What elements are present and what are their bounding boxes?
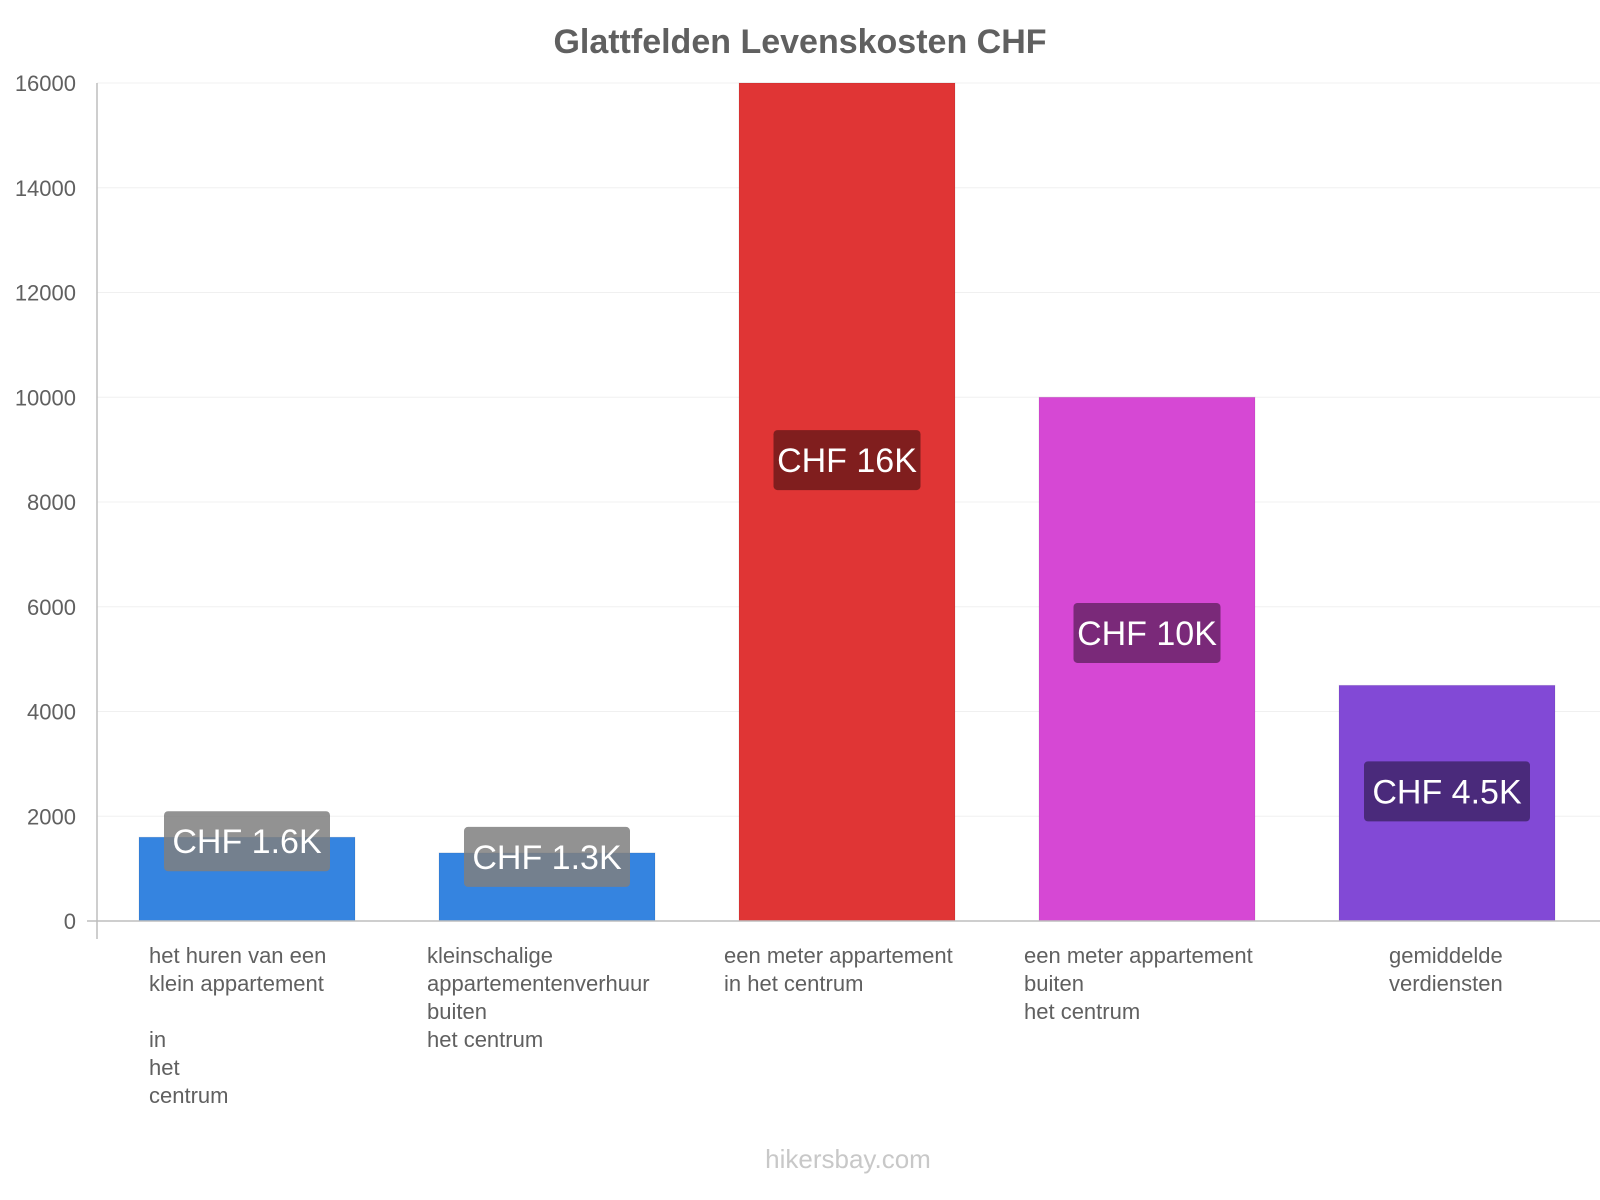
bar: [738, 82, 956, 922]
x-tick-label-line: een meter appartement: [724, 943, 953, 968]
data-label-background: [464, 826, 630, 887]
x-tick-label-line: buiten: [1024, 971, 1084, 996]
x-tick-label: kleinschalige appartementenverhuur buiten h…: [427, 943, 650, 1052]
x-tick-label-line: klein appartement: [149, 971, 324, 996]
x-tick-label-line: in: [149, 1027, 166, 1052]
data-label: CHF 1.6K: [172, 823, 322, 861]
data-label-background: [773, 430, 921, 491]
data-label: CHF 1.3K: [472, 839, 622, 877]
x-axis-labels: het huren van een klein appartement in het c…: [149, 943, 1503, 1108]
chart-title: Glattfelden Levenskosten CHF: [553, 23, 1046, 61]
x-tick-label-line: centrum: [149, 1083, 228, 1108]
x-tick-label: een meter appartement buiten het centrum: [1024, 943, 1253, 1024]
x-tick-label: gemiddelde verdiensten: [1389, 943, 1503, 996]
x-tick-label-line: verdiensten: [1389, 971, 1503, 996]
y-tick-label: 6000: [27, 595, 76, 620]
y-tick-label: 12000: [15, 281, 76, 306]
y-tick-label: 4000: [27, 700, 76, 725]
y-tick-label: 14000: [15, 176, 76, 201]
y-tick-label: 2000: [27, 804, 76, 829]
data-label: CHF 16K: [777, 442, 917, 480]
y-tick-label: 0: [64, 909, 76, 934]
x-tick-label-line: gemiddelde: [1389, 943, 1503, 968]
x-tick-label-line: het: [149, 1055, 180, 1080]
axes: [87, 83, 1600, 939]
data-label-background: [1073, 602, 1221, 663]
data-label-background: [164, 811, 330, 872]
x-tick-label-line: het centrum: [1024, 999, 1140, 1024]
y-tick-label: 10000: [15, 385, 76, 410]
y-tick-label: 16000: [15, 71, 76, 96]
x-tick-label-line: het huren van een: [149, 943, 326, 968]
x-tick-label: een meter appartement in het centrum: [724, 943, 953, 996]
x-tick-label-line: kleinschalige: [427, 943, 553, 968]
y-tick-label: 8000: [27, 490, 76, 515]
data-label: CHF 10K: [1077, 615, 1217, 653]
x-tick-label-line: in het centrum: [724, 971, 863, 996]
data-labels: CHF 1.6K CHF 1.3K CHF 16K CHF 10K CHF 4.5K: [164, 430, 1530, 887]
data-label-background: [1364, 761, 1530, 822]
x-tick-label: het huren van een klein appartement in het c…: [149, 943, 326, 1108]
x-tick-label-line: buiten: [427, 999, 487, 1024]
x-tick-label-line: het centrum: [427, 1027, 543, 1052]
data-label: CHF 4.5K: [1372, 773, 1522, 811]
y-axis-ticks: 0 2000 4000 6000 8000 10000 12000 14000 16000: [15, 71, 76, 934]
x-tick-label-line: een meter appartement: [1024, 943, 1253, 968]
footer-watermark: hikersbay.com: [765, 1144, 931, 1174]
x-tick-label-line: appartementenverhuur: [427, 971, 650, 996]
